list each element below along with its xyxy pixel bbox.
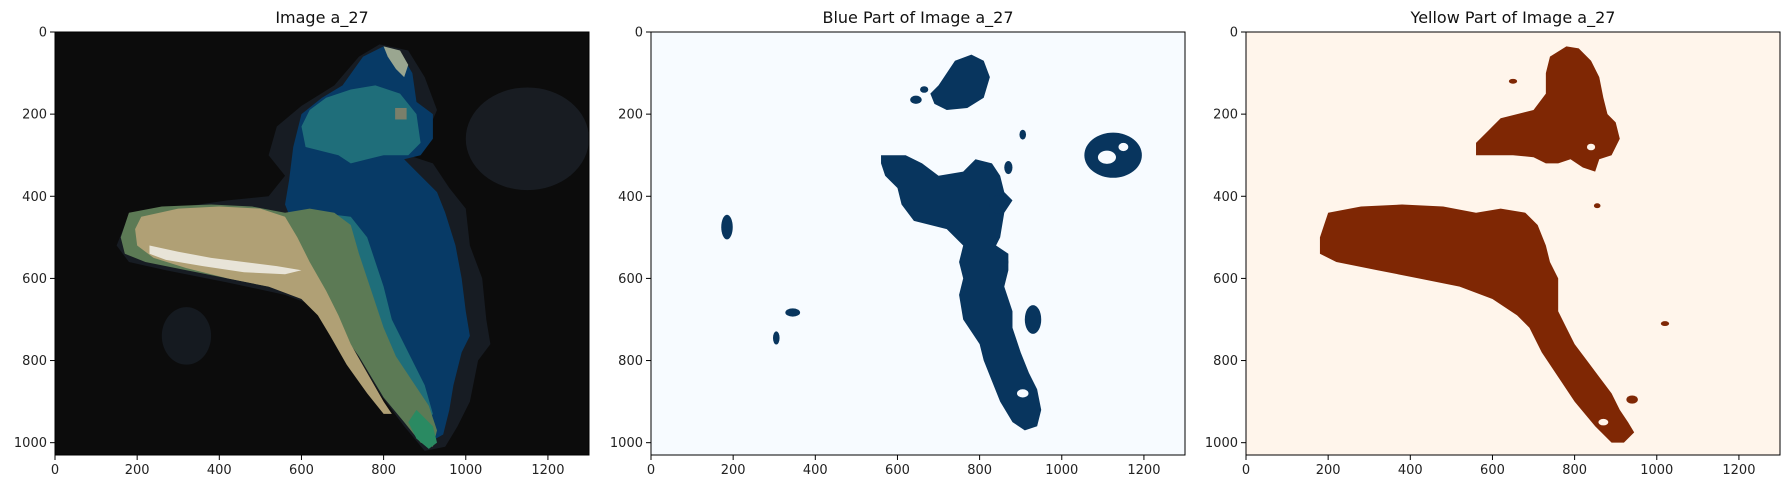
image-cream-highlight <box>149 245 302 275</box>
panel-yellow-xticks: 0 200 400 600 800 1000 1200 <box>1242 455 1755 478</box>
yellow-spot-b <box>1593 203 1601 209</box>
blue-mask <box>721 54 1142 431</box>
image-ytick-label: 600 <box>22 272 47 287</box>
image-xtick-label: 1000 <box>449 463 482 478</box>
panel-blue-xticks: 0 200 400 600 800 1000 1200 <box>647 455 1160 478</box>
blue-xtick-label: 800 <box>967 463 992 478</box>
yellow-spot-d <box>1626 395 1638 404</box>
image-ytick-label: 1000 <box>14 436 47 451</box>
yellow-xtick-label: 1000 <box>1640 463 1673 478</box>
image-xtick-label: 600 <box>289 463 314 478</box>
image-xtick-label: 200 <box>125 463 150 478</box>
panel-blue-title: Blue Part of Image a_27 <box>822 8 1013 28</box>
blue-hole-2 <box>1097 150 1116 164</box>
blue-top-spot-1 <box>910 95 922 104</box>
image-ytick-label: 200 <box>22 108 47 123</box>
image-xtick-label: 800 <box>371 463 396 478</box>
panel-image: Image a_27 <box>14 8 590 478</box>
blue-spot-e <box>1004 160 1013 175</box>
yellow-ytick-label: 0 <box>1230 26 1238 41</box>
yellow-arm-region <box>1319 204 1635 443</box>
panel-yellow: Yellow Part of Image a_27 0 200 400 <box>1205 8 1781 478</box>
blue-top-blob <box>930 54 990 111</box>
blue-holes <box>1016 142 1129 398</box>
blue-spot-c <box>1024 305 1042 334</box>
blue-left-spot <box>721 214 733 240</box>
image-xtick-label: 0 <box>51 463 59 478</box>
blue-spot-d <box>989 195 1008 214</box>
blue-ytick-label: 0 <box>635 26 643 41</box>
blue-xtick-label: 200 <box>721 463 746 478</box>
panel-image-title: Image a_27 <box>275 8 368 28</box>
blue-xtick-label: 0 <box>647 463 655 478</box>
panel-yellow-frame <box>1245 31 1781 456</box>
yellow-xtick-label: 800 <box>1562 463 1587 478</box>
yellow-ytick-label: 400 <box>1213 190 1238 205</box>
blue-ytick-label: 600 <box>618 272 643 287</box>
image-peak-highlight <box>383 46 409 78</box>
yellow-top-region <box>1476 46 1620 172</box>
blue-ytick-label: 200 <box>618 108 643 123</box>
blue-main-body <box>881 155 1042 431</box>
image-teal-region <box>301 85 421 164</box>
blue-spot-a <box>785 308 801 317</box>
panel-image-plot <box>55 32 590 456</box>
blue-hole-1 <box>1016 389 1029 398</box>
panel-blue-frame <box>650 31 1186 456</box>
yellow-xtick-label: 600 <box>1480 463 1505 478</box>
yellow-spot-a <box>1508 78 1518 84</box>
panel-blue-yticks: 0 200 400 600 800 1000 <box>610 26 651 451</box>
image-xtick-label: 400 <box>207 463 232 478</box>
yellow-xtick-label: 1200 <box>1722 463 1755 478</box>
blue-ytick-label: 800 <box>618 354 643 369</box>
image-haze-right-blob <box>465 87 590 191</box>
yellow-xtick-label: 400 <box>1398 463 1423 478</box>
yellow-ytick-label: 1000 <box>1205 436 1238 451</box>
yellow-ytick-label: 800 <box>1213 354 1238 369</box>
blue-top-spot-2 <box>920 86 929 93</box>
yellow-hole-1 <box>1598 418 1609 426</box>
blue-xtick-label: 1000 <box>1045 463 1078 478</box>
image-ytick-label: 400 <box>22 190 47 205</box>
image-green-tip <box>408 409 438 449</box>
yellow-ytick-label: 600 <box>1213 272 1238 287</box>
panel-yellow-title: Yellow Part of Image a_27 <box>1410 8 1616 28</box>
blue-spot-g <box>1000 257 1009 267</box>
panel-image-yticks: 0 200 400 600 800 1000 <box>14 26 55 451</box>
yellow-hole-2 <box>1586 143 1596 151</box>
panel-image-frame <box>54 31 590 456</box>
blue-ytick-label: 400 <box>618 190 643 205</box>
image-haze-left-blob <box>161 307 212 365</box>
image-ytick-label: 0 <box>39 26 47 41</box>
yellow-spot-c <box>1660 321 1670 327</box>
panel-blue: Blue Part of Image a_27 <box>610 8 1186 478</box>
blue-spot-b <box>772 331 780 345</box>
blue-ytick-label: 1000 <box>610 436 643 451</box>
image-ytick-label: 800 <box>22 354 47 369</box>
blue-xtick-label: 600 <box>885 463 910 478</box>
panel-image-xticks: 0 200 400 600 800 1000 1200 <box>51 455 564 478</box>
yellow-ytick-label: 200 <box>1213 108 1238 123</box>
panel-yellow-yticks: 0 200 400 600 800 1000 <box>1205 26 1246 451</box>
panel-blue-plot <box>651 32 1186 456</box>
image-xtick-label: 1200 <box>531 463 564 478</box>
yellow-xtick-label: 0 <box>1242 463 1250 478</box>
blue-hole-3 <box>1118 142 1129 152</box>
blue-spot-f <box>1019 129 1027 140</box>
blue-background <box>651 32 1186 456</box>
yellow-xtick-label: 200 <box>1316 463 1341 478</box>
blue-xtick-label: 1200 <box>1127 463 1160 478</box>
image-small-square <box>395 107 407 120</box>
yellow-holes <box>1586 143 1609 426</box>
panel-yellow-plot <box>1246 32 1781 456</box>
yellow-mask <box>1319 46 1670 443</box>
blue-xtick-label: 400 <box>803 463 828 478</box>
